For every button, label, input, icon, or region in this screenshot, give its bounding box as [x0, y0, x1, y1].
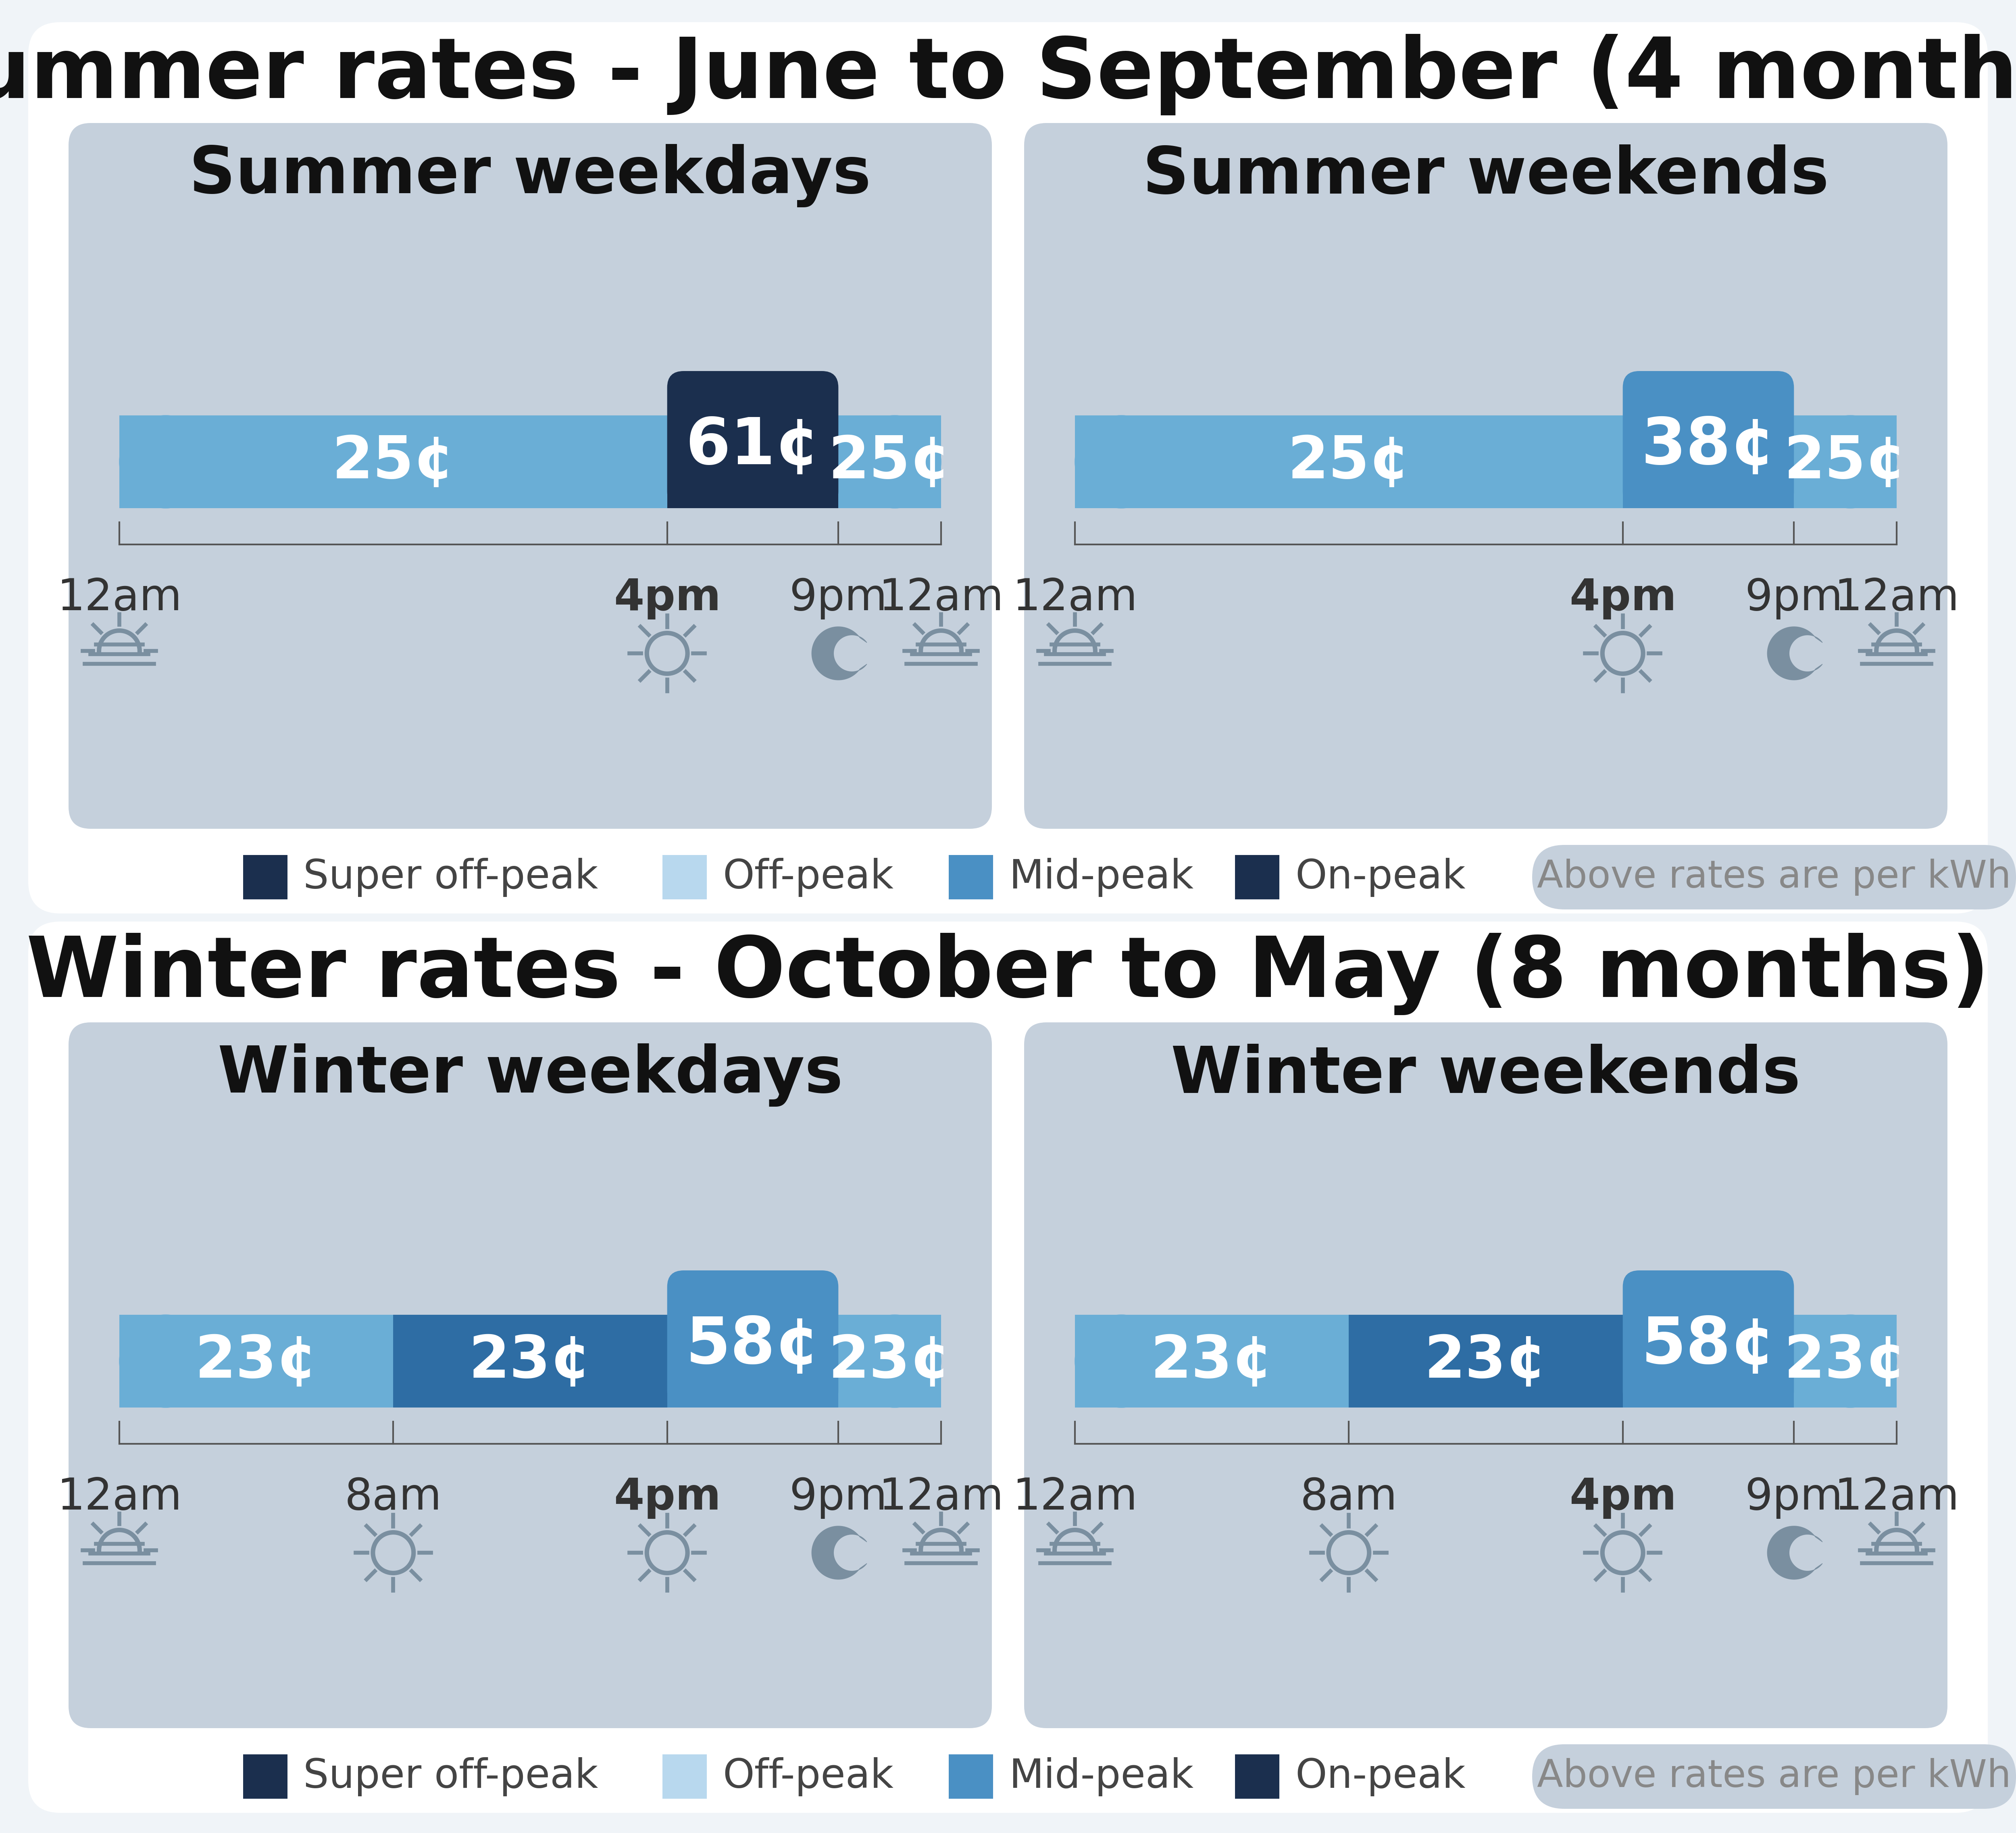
- Text: 25¢: 25¢: [1784, 433, 1907, 489]
- FancyBboxPatch shape: [28, 922, 1988, 1813]
- FancyBboxPatch shape: [661, 854, 708, 900]
- Text: Summer weekdays: Summer weekdays: [190, 143, 871, 207]
- Text: 23¢: 23¢: [829, 1333, 952, 1389]
- Text: 38¢: 38¢: [1641, 414, 1776, 478]
- FancyBboxPatch shape: [1532, 845, 2016, 909]
- Text: Off-peak: Off-peak: [724, 858, 893, 896]
- Circle shape: [1075, 1314, 1167, 1408]
- Circle shape: [1804, 416, 1897, 508]
- FancyBboxPatch shape: [1794, 416, 1897, 508]
- Text: On-peak: On-peak: [1296, 858, 1466, 896]
- FancyBboxPatch shape: [119, 1314, 393, 1408]
- Text: 12am: 12am: [1012, 1476, 1137, 1520]
- FancyBboxPatch shape: [1794, 1314, 1897, 1408]
- Text: 23¢: 23¢: [1425, 1333, 1546, 1389]
- Polygon shape: [1768, 627, 1822, 680]
- Text: 23¢: 23¢: [1784, 1333, 1907, 1389]
- FancyBboxPatch shape: [667, 416, 839, 508]
- Circle shape: [119, 1314, 212, 1408]
- FancyBboxPatch shape: [839, 416, 941, 508]
- FancyBboxPatch shape: [667, 1270, 839, 1408]
- FancyBboxPatch shape: [244, 1754, 288, 1798]
- Text: Above rates are per kWh: Above rates are per kWh: [1536, 1758, 2012, 1795]
- FancyBboxPatch shape: [950, 854, 994, 900]
- Text: Summer weekends: Summer weekends: [1143, 145, 1829, 207]
- FancyBboxPatch shape: [1075, 416, 1623, 508]
- FancyBboxPatch shape: [1075, 1314, 1349, 1408]
- Text: 58¢: 58¢: [685, 1314, 821, 1377]
- Text: 8am: 8am: [1300, 1476, 1397, 1520]
- Text: Super off-peak: Super off-peak: [302, 1758, 599, 1796]
- Text: Winter weekends: Winter weekends: [1171, 1043, 1800, 1105]
- FancyBboxPatch shape: [393, 1314, 667, 1408]
- Text: Above rates are per kWh: Above rates are per kWh: [1536, 858, 2012, 896]
- Text: 23¢: 23¢: [196, 1333, 319, 1389]
- Text: 23¢: 23¢: [1151, 1333, 1274, 1389]
- Text: 61¢: 61¢: [685, 414, 821, 478]
- Circle shape: [1075, 416, 1167, 508]
- Text: 58¢: 58¢: [1641, 1314, 1776, 1377]
- Circle shape: [1804, 1314, 1897, 1408]
- Text: 12am: 12am: [1012, 577, 1137, 620]
- Text: Summer rates - June to September (4 months): Summer rates - June to September (4 mont…: [0, 33, 2016, 115]
- Circle shape: [119, 416, 212, 508]
- FancyBboxPatch shape: [1349, 1314, 1623, 1408]
- Circle shape: [849, 1314, 941, 1408]
- Text: On-peak: On-peak: [1296, 1758, 1466, 1796]
- Text: 4pm: 4pm: [613, 1476, 722, 1520]
- FancyBboxPatch shape: [119, 416, 667, 508]
- FancyBboxPatch shape: [1623, 1270, 1794, 1408]
- Text: 9pm: 9pm: [790, 1476, 887, 1520]
- FancyBboxPatch shape: [1623, 370, 1794, 508]
- FancyBboxPatch shape: [667, 370, 839, 508]
- Text: 9pm: 9pm: [790, 577, 887, 620]
- FancyBboxPatch shape: [1234, 1754, 1280, 1798]
- Text: Mid-peak: Mid-peak: [1010, 1758, 1193, 1796]
- Text: Winter weekdays: Winter weekdays: [218, 1043, 843, 1107]
- FancyBboxPatch shape: [1024, 123, 1947, 829]
- FancyBboxPatch shape: [1024, 1023, 1947, 1729]
- Text: 12am: 12am: [879, 577, 1004, 620]
- FancyBboxPatch shape: [69, 123, 992, 829]
- FancyBboxPatch shape: [1623, 416, 1794, 508]
- Text: 12am: 12am: [1835, 577, 1960, 620]
- FancyBboxPatch shape: [1623, 1314, 1794, 1408]
- FancyBboxPatch shape: [1234, 854, 1280, 900]
- Polygon shape: [812, 627, 867, 680]
- Text: 4pm: 4pm: [1568, 577, 1677, 620]
- Text: Mid-peak: Mid-peak: [1010, 858, 1193, 896]
- Circle shape: [849, 416, 941, 508]
- Text: 12am: 12am: [56, 1476, 181, 1520]
- FancyBboxPatch shape: [839, 1314, 941, 1408]
- FancyBboxPatch shape: [661, 1754, 708, 1798]
- FancyBboxPatch shape: [1532, 1745, 2016, 1809]
- Text: 25¢: 25¢: [333, 433, 456, 489]
- Text: Winter rates - October to May (8 months): Winter rates - October to May (8 months): [26, 933, 1990, 1015]
- Text: 25¢: 25¢: [829, 433, 952, 489]
- Polygon shape: [1768, 1527, 1822, 1580]
- Text: 4pm: 4pm: [1568, 1476, 1677, 1520]
- FancyBboxPatch shape: [28, 22, 1988, 913]
- FancyBboxPatch shape: [667, 1314, 839, 1408]
- Text: 9pm: 9pm: [1746, 577, 1843, 620]
- Text: 8am: 8am: [345, 1476, 442, 1520]
- Text: 12am: 12am: [56, 577, 181, 620]
- Text: 23¢: 23¢: [470, 1333, 591, 1389]
- FancyBboxPatch shape: [69, 1023, 992, 1729]
- FancyBboxPatch shape: [950, 1754, 994, 1798]
- Text: 25¢: 25¢: [1288, 433, 1411, 489]
- Polygon shape: [812, 1527, 867, 1580]
- Text: Super off-peak: Super off-peak: [302, 858, 599, 896]
- Text: 12am: 12am: [879, 1476, 1004, 1520]
- Text: Off-peak: Off-peak: [724, 1758, 893, 1796]
- Text: 4pm: 4pm: [613, 577, 722, 620]
- Text: 12am: 12am: [1835, 1476, 1960, 1520]
- FancyBboxPatch shape: [244, 854, 288, 900]
- Text: 9pm: 9pm: [1746, 1476, 1843, 1520]
